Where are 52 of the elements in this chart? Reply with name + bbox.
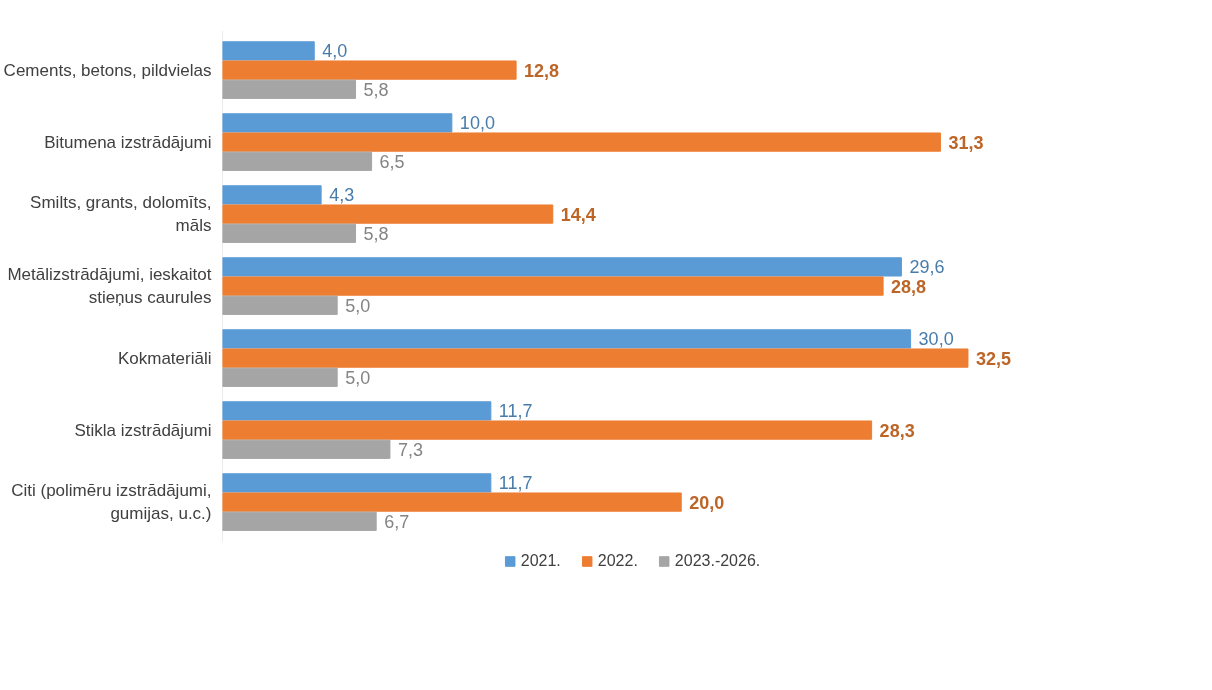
data-label: 11,7 bbox=[498, 401, 533, 422]
bar bbox=[222, 204, 554, 224]
data-label: 11,7 bbox=[498, 473, 533, 494]
bar bbox=[222, 223, 357, 243]
bar bbox=[222, 257, 902, 277]
data-label: 29,6 bbox=[909, 257, 945, 278]
bar bbox=[222, 329, 912, 349]
bar bbox=[222, 185, 322, 205]
bar bbox=[222, 473, 492, 493]
y-tick-label: Bitumena izstrādājumi bbox=[44, 132, 212, 152]
legend-label: 2023.-2026. bbox=[674, 552, 761, 570]
data-label: 4,3 bbox=[329, 185, 355, 206]
bar bbox=[222, 420, 873, 440]
bar bbox=[222, 492, 682, 512]
bar bbox=[222, 79, 357, 99]
data-label: 5,8 bbox=[363, 223, 389, 244]
bar bbox=[222, 60, 517, 80]
data-label: 28,3 bbox=[879, 420, 915, 441]
data-label: 10,0 bbox=[459, 113, 495, 134]
data-label: 7,3 bbox=[397, 439, 423, 460]
bar bbox=[222, 348, 969, 368]
data-label: 5,0 bbox=[345, 367, 371, 388]
data-label: 30,0 bbox=[918, 329, 954, 350]
bar bbox=[222, 401, 492, 421]
data-label: 4,0 bbox=[322, 41, 348, 62]
data-label: 32,5 bbox=[975, 348, 1011, 369]
data-label: 28,8 bbox=[891, 276, 927, 297]
data-label: 31,3 bbox=[948, 132, 984, 153]
bar bbox=[222, 295, 338, 315]
y-tick-label: Cements, betons, pildvielas bbox=[3, 60, 212, 80]
bar bbox=[222, 151, 373, 171]
y-tick-label: Stikla izstrādājumi bbox=[74, 420, 212, 440]
data-label: 6,5 bbox=[379, 151, 405, 172]
y-tick-label: Kokmateriāli bbox=[117, 348, 212, 368]
bar bbox=[222, 367, 338, 387]
bar bbox=[222, 41, 315, 61]
y-tick-label: Metālizstrādājumi, ieskaitot stieņus caurules bbox=[7, 265, 212, 307]
legend-label: 2022. bbox=[597, 552, 638, 570]
data-label: 12,8 bbox=[524, 60, 560, 81]
y-tick-label: Citi (polimēru izstrādājumi, gumijas, u.c.) bbox=[11, 481, 212, 523]
bar bbox=[222, 276, 884, 296]
legend-label: 2021. bbox=[520, 552, 561, 570]
data-label: 5,8 bbox=[363, 79, 389, 100]
data-label: 20,0 bbox=[689, 492, 725, 513]
data-label: 14,4 bbox=[560, 204, 596, 225]
data-label: 6,7 bbox=[384, 511, 410, 532]
bar bbox=[222, 113, 453, 133]
bar bbox=[222, 132, 941, 152]
y-tick-label: Smilts, grants, dolomīts, māls bbox=[30, 193, 212, 235]
bar bbox=[222, 511, 377, 531]
bar bbox=[222, 439, 391, 459]
data-label: 5,0 bbox=[345, 295, 371, 316]
